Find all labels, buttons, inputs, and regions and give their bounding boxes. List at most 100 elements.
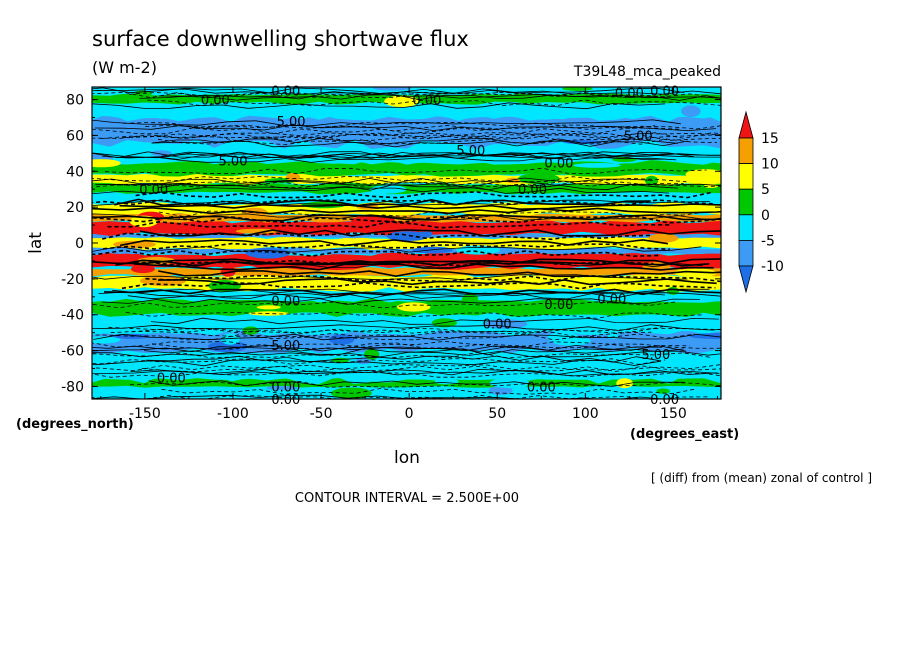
colorbar-top-arrow [738,110,754,139]
y-axis: -80 -60 -40 -20 0 20 40 60 80 [61,93,721,395]
contour-patch-0 [245,247,290,259]
contour-line-37 [101,132,721,140]
contour-label-11: 0.00 [139,183,168,198]
colorbar-label-4: -5 [761,233,775,249]
contour-line-22 [92,246,702,253]
contour-line-46 [158,270,721,278]
contour-label-13: 0.00 [544,298,573,313]
contour-patch-59 [92,159,121,168]
contour-patch-46 [396,302,431,312]
contour-line-42 [92,213,721,221]
zonal-band-7 [92,272,721,293]
contour-patch-19 [456,245,501,255]
contour-patch-36 [331,357,350,363]
contour-line-23 [94,124,717,132]
contour-label-8: 5.00 [219,155,248,170]
contour-line-57 [92,352,713,359]
contour-line-56 [112,180,721,188]
contour-patch-29 [329,334,355,345]
contour-line-7 [92,177,654,184]
contour-line-92 [139,92,721,100]
contour-patch-67 [573,163,621,168]
y-tick-label-6: 40 [66,164,84,180]
contour-line-84 [157,277,717,286]
contour-line-72 [134,263,714,271]
contour-label-19: 0.00 [271,380,300,395]
contour-line-19 [127,259,654,267]
y-tick-label-5: 20 [66,200,84,216]
contour-line-5 [145,355,660,363]
contour-label-12: 0.00 [271,294,300,309]
x-unit-label: (degrees_east) [630,427,739,442]
colorbar-segment-4 [738,239,754,267]
contour-lines [92,87,721,399]
contour-line-43 [102,232,652,241]
contour-line-77 [92,206,721,215]
contour-label-2: 0.00 [412,94,441,109]
colorbar-label-1: 10 [761,157,779,173]
contour-line-38 [115,151,694,159]
contour-line-50 [101,298,700,305]
contour-line-74 [92,274,688,281]
contour-patch-8 [355,357,372,365]
contour-line-16 [123,122,656,129]
contour-label-14: 0.00 [597,293,626,308]
colorbar-label-0: 15 [761,131,779,147]
contour-patch-57 [131,227,168,233]
contour-patch-32 [673,268,717,278]
contour-line-88 [105,167,707,175]
contour-patch-2 [130,265,155,273]
contour-line-75 [103,242,670,251]
contour-patch-42 [552,335,591,346]
contour-line-66 [161,388,697,395]
x-tick-label-6: 150 [660,406,687,422]
contour-line-13 [145,124,721,132]
contour-line-81 [92,369,718,377]
chart-title: surface downwelling shortwave flux [92,27,469,51]
contour-line-73 [92,119,681,127]
contour-line-34 [98,291,721,298]
contour-line-3 [156,261,703,269]
contour-patch-30 [373,87,412,91]
contour-patch-49 [113,240,156,249]
colorbar-label-2: 5 [761,182,770,198]
colorbar-label-3: 0 [761,208,770,224]
contour-line-31 [152,137,678,145]
contour-label-7: 5.00 [456,144,485,159]
x-tick-label-5: 100 [572,406,599,422]
units-label: (W m-2) [92,58,157,77]
contour-label-17: 5.00 [641,348,670,363]
y-tick-label-2: -40 [61,308,84,324]
contour-patch-16 [488,386,513,395]
x-tick-label-3: 0 [405,406,414,422]
contour-label-0: 0.00 [271,85,300,100]
contour-line-65 [151,140,688,148]
zonal-band-22 [92,100,721,120]
y-tick-label-0: -80 [61,379,84,395]
contour-line-52 [141,365,721,373]
contour-interval: CONTOUR INTERVAL = 2.500E+00 [295,491,519,506]
contour-patch-43 [286,172,301,182]
contour-line-61 [110,330,652,338]
contour-patch-26 [242,326,259,335]
contour-labels: 0.000.00 0.00 0.00 0.005.005.005.005.00 0.00… [139,85,679,408]
contour-line-64 [135,191,714,199]
y-axis-label: lat [26,232,46,254]
contour-patch-21 [517,173,560,185]
contour-line-86 [127,292,665,300]
contour-label-15: 0.00 [483,318,512,333]
y-tick-label-3: -20 [61,272,84,288]
contour-line-15 [92,215,721,224]
zonal-band-11 [92,235,721,251]
contour-line-12 [95,180,721,188]
contour-line-54 [92,324,721,332]
contour-line-28 [156,134,721,142]
contour-patch-55 [648,233,679,243]
zonal-band-0 [92,384,721,399]
y-tick-label-8: 80 [66,93,84,109]
contour-line-17 [92,91,666,99]
contour-label-18: 0.00 [157,372,186,387]
colorbar-segment-3 [738,214,754,241]
contour-line-55 [92,346,663,353]
